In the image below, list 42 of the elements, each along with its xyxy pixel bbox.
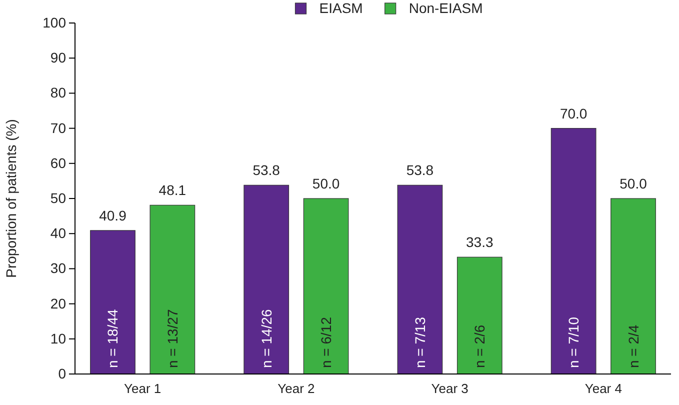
bar [150,204,196,374]
data-label: 53.8 [406,162,434,178]
y-axis-title: Proportion of patients (%) [3,119,19,278]
x-tick-label: Year 4 [584,381,622,396]
y-tick-label: 60 [50,154,66,171]
bar [303,198,349,374]
annotation: n = 7/13 [412,316,428,368]
annotation: n = 14/26 [258,309,274,368]
data-label: 48.1 [158,182,186,198]
y-tick-label: 100 [42,14,66,30]
annotation: n = 2/6 [472,324,488,368]
bar [550,128,596,374]
data-label: 50.0 [312,176,340,192]
y-tick-label: 40 [50,225,66,242]
y-tick-label: 0 [58,365,66,382]
x-tick-label: Year 2 [278,381,315,396]
annotation: n = 18/44 [104,309,121,368]
data-label: 33.3 [466,234,494,250]
bar [397,184,443,374]
data-label: 40.9 [99,207,127,224]
y-tick-label: 10 [50,330,66,346]
y-tick-label: 20 [50,295,66,312]
bar [610,198,656,374]
legend-label: Non-EIASM [408,0,483,16]
y-tick-label: 50 [50,190,66,206]
bar [244,184,290,374]
legend-label: EIASM [319,0,363,16]
x-tick-label: Year 1 [124,381,162,396]
data-label: 70.0 [560,105,588,122]
y-tick-label: 80 [50,84,66,101]
bar [90,230,136,374]
y-tick-label: 90 [50,50,66,66]
y-tick-label: 70 [50,120,66,136]
bar [456,256,502,374]
y-tick-label: 30 [50,260,66,276]
annotation: n = 2/4 [625,324,642,368]
annotation: n = 7/10 [566,316,582,368]
annotation: n = 6/12 [318,316,334,368]
data-label: 50.0 [620,176,648,192]
x-tick-label: Year 3 [431,381,468,396]
annotation: n = 13/27 [164,309,180,368]
data-label: 53.8 [252,162,280,178]
